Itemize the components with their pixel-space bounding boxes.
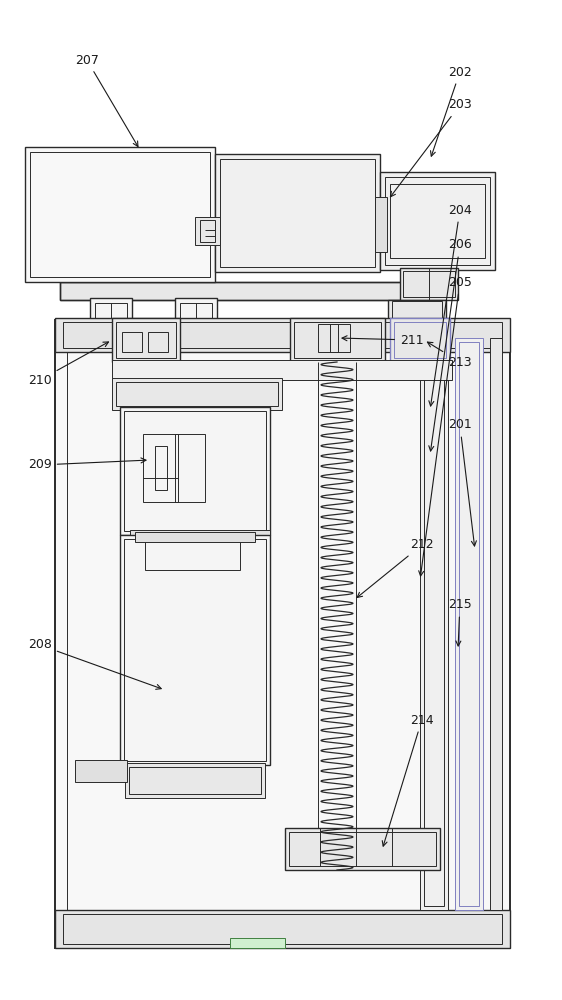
Bar (394, 322, 446, 358)
Text: 206: 206 (429, 238, 472, 451)
Bar (390, 184, 485, 258)
Bar (116, 322, 176, 358)
Text: 204: 204 (429, 204, 472, 406)
Bar (63, 914, 502, 944)
Bar (125, 763, 265, 798)
Text: 214: 214 (382, 714, 434, 846)
Text: 202: 202 (430, 66, 472, 156)
Bar (455, 338, 483, 910)
Bar (112, 360, 452, 380)
Bar (90, 298, 132, 590)
Bar (55, 320, 510, 948)
Bar (122, 332, 142, 352)
Bar (403, 271, 455, 297)
Bar (424, 342, 444, 906)
Bar (75, 760, 127, 782)
Bar (290, 318, 385, 362)
Bar (116, 382, 278, 406)
Bar (129, 767, 261, 794)
Text: 203: 203 (391, 99, 472, 197)
Bar (143, 434, 178, 502)
Text: 205: 205 (419, 275, 472, 576)
Bar (294, 322, 381, 358)
Text: 208: 208 (28, 639, 161, 689)
Bar (175, 298, 217, 590)
Bar (390, 318, 450, 362)
Text: 201: 201 (448, 418, 477, 546)
Bar (30, 152, 210, 277)
Bar (459, 342, 479, 906)
Bar (135, 532, 255, 542)
Bar (330, 324, 350, 352)
Bar (318, 324, 338, 352)
Bar (55, 318, 510, 352)
Text: 213: 213 (428, 342, 472, 368)
Text: 211: 211 (342, 334, 424, 347)
Bar (155, 446, 167, 490)
Bar (130, 530, 270, 538)
Bar (195, 217, 220, 245)
Text: 210: 210 (28, 342, 108, 386)
Bar (397, 332, 437, 582)
Bar (490, 338, 502, 910)
Bar (400, 268, 458, 300)
Bar (380, 172, 495, 270)
Bar (25, 147, 215, 282)
Bar (388, 579, 446, 607)
Bar (385, 177, 490, 265)
Bar (388, 300, 446, 332)
Bar (285, 828, 440, 870)
Bar (67, 332, 498, 936)
Bar (112, 378, 282, 410)
Bar (120, 407, 270, 535)
Bar (200, 220, 215, 242)
Bar (215, 154, 380, 272)
Bar (180, 303, 212, 585)
Bar (375, 197, 387, 252)
Bar (60, 282, 420, 300)
Bar (55, 910, 510, 948)
Bar (112, 318, 180, 362)
Bar (397, 332, 437, 582)
Bar (392, 301, 442, 329)
Bar (420, 338, 448, 910)
Bar (392, 582, 442, 604)
Bar (120, 535, 270, 765)
Bar (220, 159, 375, 267)
Text: 209: 209 (28, 458, 146, 472)
Bar (145, 540, 240, 570)
Text: 212: 212 (357, 538, 434, 597)
Bar (124, 539, 266, 761)
Text: 207: 207 (75, 53, 138, 147)
Bar (289, 832, 436, 866)
Bar (175, 434, 205, 502)
Bar (95, 303, 127, 585)
Bar (230, 938, 285, 948)
Bar (63, 322, 502, 348)
Text: 215: 215 (448, 598, 472, 646)
Bar (124, 411, 266, 531)
Bar (148, 332, 168, 352)
